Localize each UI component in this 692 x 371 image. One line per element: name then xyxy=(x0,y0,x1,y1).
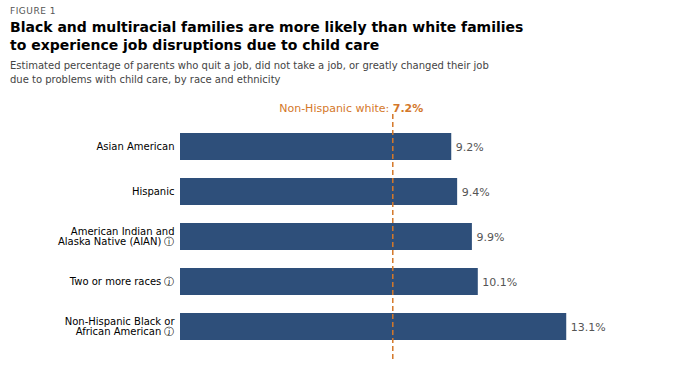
html-text:FIGURE 1: FIGURE 1 xyxy=(10,6,56,16)
svg-text:Two or more races ⓙ: Two or more races ⓙ xyxy=(69,276,175,287)
svg-text:Hispanic: Hispanic xyxy=(132,186,175,197)
svg-text:9.4%: 9.4% xyxy=(462,186,490,199)
html-text:Black and multiracial families: Black and multiracial families are more … xyxy=(10,19,524,53)
svg-text:13.1%: 13.1% xyxy=(571,321,606,334)
html-text:Estimated percentage of parent: Estimated percentage of parents who quit… xyxy=(10,60,489,85)
svg-text:Non-Hispanic white:: Non-Hispanic white: xyxy=(279,102,393,115)
svg-text:Non-Hispanic Black orAfrican A: Non-Hispanic Black orAfrican American ⓙ xyxy=(65,316,176,337)
svg-text:10.1%: 10.1% xyxy=(482,276,517,289)
svg-text:American Indian andAlaska Nati: American Indian andAlaska Native (AIAN) … xyxy=(58,226,175,247)
svg-text:Asian American: Asian American xyxy=(96,141,174,152)
svg-text:7.2%: 7.2% xyxy=(393,102,424,115)
svg-text:9.9%: 9.9% xyxy=(476,231,504,244)
svg-text:9.2%: 9.2% xyxy=(456,141,484,154)
